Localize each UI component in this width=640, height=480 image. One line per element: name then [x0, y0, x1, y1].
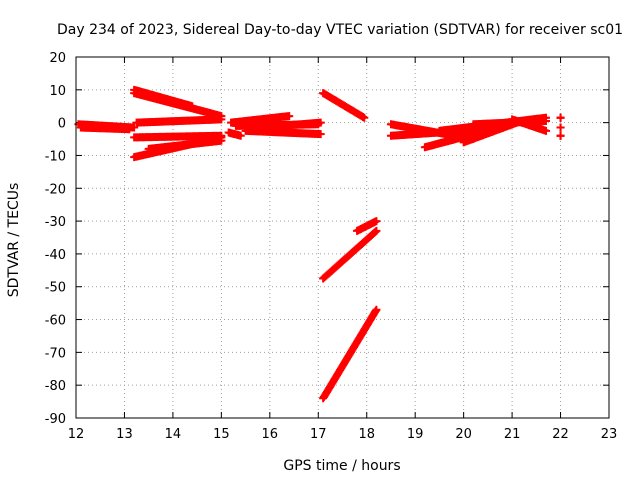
series-track-10	[227, 112, 294, 127]
series-track-23	[469, 116, 551, 129]
data-point	[556, 131, 565, 140]
data-points	[74, 85, 565, 403]
data-point	[217, 115, 226, 124]
axis-ticks: 12 13 14 15 16 17 18 19 20 21 22 23 20 10 0 -10 -20 -30 -4…	[45, 51, 618, 442]
series-track-26	[556, 123, 565, 132]
data-point	[556, 113, 565, 122]
series-track-2	[76, 123, 134, 134]
x-tick-label: 12	[68, 427, 85, 442]
chart-title: Day 234 of 2023, Sidereal Day-to-day VTE…	[57, 22, 623, 38]
x-tick-label: 19	[407, 427, 424, 442]
x-tick-label: 17	[310, 427, 327, 442]
data-point	[542, 126, 551, 135]
data-point	[372, 305, 381, 314]
series-track-9	[224, 128, 245, 140]
series-track-27	[556, 131, 565, 140]
y-tick-label: -30	[45, 215, 66, 230]
y-tick-label: -10	[45, 149, 66, 164]
data-point	[217, 136, 226, 145]
y-tick-label: 20	[49, 51, 66, 66]
series-track-17	[319, 305, 381, 403]
data-point	[542, 116, 551, 125]
data-point	[360, 113, 369, 122]
x-tick-label: 23	[601, 427, 618, 442]
x-tick-label: 14	[165, 427, 182, 442]
y-tick-label: 10	[49, 84, 66, 99]
x-tick-label: 18	[358, 427, 375, 442]
y-tick-label: -70	[45, 346, 66, 361]
y-tick-label: -20	[45, 182, 66, 197]
y-tick-label: -40	[45, 248, 66, 263]
y-tick-label: -90	[45, 412, 66, 427]
data-point	[556, 123, 565, 132]
series-track-16	[353, 217, 381, 235]
x-axis-label: GPS time / hours	[283, 458, 400, 474]
x-tick-label: 15	[213, 427, 230, 442]
series-track-19	[386, 125, 492, 140]
data-point	[285, 112, 294, 121]
data-point	[316, 130, 325, 139]
series-track-4	[130, 89, 226, 121]
y-tick-label: 0	[58, 117, 66, 132]
data-point	[372, 226, 381, 235]
y-axis-label: SDTVAR / TECUs	[6, 183, 22, 298]
x-tick-label: 13	[116, 427, 133, 442]
y-tick-label: -50	[45, 281, 66, 296]
data-point	[316, 118, 325, 127]
series-track-15	[319, 226, 381, 283]
x-tick-label: 21	[504, 427, 521, 442]
plot-frame	[75, 56, 610, 419]
series-track-5	[132, 115, 226, 127]
series-track-24	[508, 115, 551, 135]
series-track-14	[319, 89, 369, 122]
y-tick-label: -80	[45, 379, 66, 394]
series-track-25	[556, 113, 565, 122]
x-tick-label: 16	[262, 427, 279, 442]
data-point	[125, 125, 134, 134]
series-track-8	[144, 136, 226, 153]
data-point	[130, 123, 139, 132]
data-point	[236, 131, 245, 140]
y-tick-label: -60	[45, 314, 66, 329]
series-track-12	[241, 126, 325, 139]
x-tick-label: 20	[455, 427, 472, 442]
data-point	[372, 217, 381, 226]
x-tick-label: 22	[552, 427, 569, 442]
series-track-13	[256, 118, 325, 132]
